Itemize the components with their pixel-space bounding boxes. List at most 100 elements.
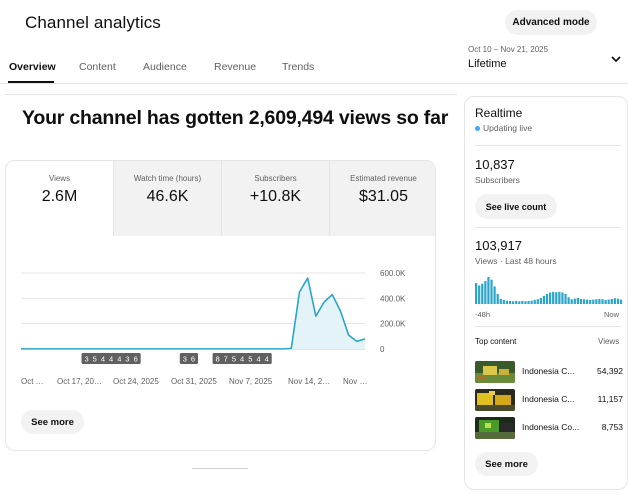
chevron-down-icon[interactable] (609, 52, 623, 66)
realtime-bar (521, 300, 524, 304)
realtime-subscribers-value: 10,837 (475, 157, 515, 172)
chart-x-tick-label: Oct 31, 2025 (171, 377, 217, 386)
see-live-count-button[interactable]: See live count (475, 194, 557, 219)
metric-tab-subscribers[interactable]: Subscribers +10.8K (222, 161, 330, 236)
upload-marker-count: 6 (191, 355, 195, 364)
realtime-bar (592, 299, 595, 304)
overview-panel (5, 94, 457, 450)
upload-marker-count: 5 (232, 355, 236, 364)
realtime-bar (586, 299, 589, 304)
page-title: Channel analytics (25, 13, 161, 32)
top-content-title: Top content (475, 337, 517, 346)
realtime-bar (493, 286, 496, 304)
metric-tab-revenue[interactable]: Estimated revenue $31.05 (330, 161, 435, 236)
video-thumbnail (475, 389, 515, 411)
metric-value: $31.05 (359, 188, 408, 205)
divider (475, 145, 621, 146)
top-content-views-header: Views (598, 337, 620, 346)
see-more-button[interactable]: See more (21, 410, 84, 434)
advanced-mode-button[interactable]: Advanced mode (505, 10, 597, 35)
tab-audience[interactable]: Audience (143, 61, 187, 73)
upload-marker-count: 5 (248, 355, 252, 364)
tab-content[interactable]: Content (79, 61, 116, 73)
realtime-bar (484, 281, 487, 304)
realtime-bar (613, 298, 616, 304)
chart-y-tick-label: 0 (380, 345, 385, 354)
upload-marker (179, 353, 190, 364)
realtime-bar (536, 299, 539, 304)
realtime-bar (558, 291, 561, 304)
realtime-bar (542, 295, 546, 304)
upload-marker-count: 4 (101, 355, 105, 364)
realtime-bar (545, 293, 549, 304)
upload-marker (212, 353, 223, 364)
top-content-title-text: Indonesia C... (522, 394, 575, 404)
realtime-bar (490, 279, 493, 304)
realtime-bar (607, 299, 610, 304)
divider (475, 227, 621, 228)
metric-value: 46.6K (146, 188, 189, 205)
realtime-bar (481, 283, 484, 304)
metric-divider (114, 235, 435, 236)
top-content-views: 8,753 (601, 422, 623, 432)
realtime-bar (487, 277, 490, 304)
tab-trends[interactable]: Trends (282, 61, 315, 73)
upload-marker-count: 4 (109, 355, 113, 364)
upload-marker (188, 353, 198, 364)
realtime-bar (555, 292, 558, 304)
realtime-bar (524, 301, 527, 304)
realtime-bar (515, 300, 518, 304)
realtime-bar (589, 299, 592, 304)
realtime-bar (496, 293, 499, 304)
upload-marker-count: 4 (265, 355, 269, 364)
top-content-item[interactable]: Indonesia C... 54,392 (475, 361, 623, 383)
upload-marker (122, 353, 133, 364)
realtime-views-label: Views · Last 48 hours (475, 256, 557, 266)
metric-tab-views[interactable]: Views 2.6M (6, 161, 114, 236)
views-headline: Your channel has gotten 2,609,494 views … (22, 107, 449, 129)
upload-marker-count: 5 (93, 355, 97, 364)
chart-x-tick-label: Nov … (343, 377, 367, 386)
chart-x-tick-label: Oct 17, 20… (57, 377, 102, 386)
chart-x-tick-label: Oct … (21, 377, 44, 386)
realtime-bar (567, 297, 570, 304)
upload-marker (97, 353, 108, 364)
metric-label: Estimated revenue (350, 174, 417, 183)
realtime-bar (512, 301, 515, 304)
realtime-bar (527, 300, 530, 304)
top-content-item[interactable]: Indonesia Co... 8,753 (475, 417, 623, 439)
realtime-bar (579, 298, 583, 304)
upload-marker-count: 3 (125, 355, 129, 364)
upload-marker-count: 6 (134, 355, 138, 364)
upload-marker (89, 353, 100, 364)
realtime-bar (576, 297, 579, 304)
upload-marker (114, 353, 125, 364)
video-thumbnail (475, 361, 515, 383)
upload-marker (253, 353, 264, 364)
realtime-bar (595, 299, 598, 304)
top-content-item[interactable]: Indonesia C... 11,157 (475, 389, 623, 411)
tab-overview[interactable]: Overview (9, 61, 56, 73)
tab-revenue[interactable]: Revenue (214, 61, 257, 73)
upload-marker (106, 353, 117, 364)
divider (475, 326, 621, 327)
realtime-see-more-button[interactable]: See more (475, 452, 538, 476)
realtime-bar (475, 283, 478, 304)
realtime-bar (564, 293, 567, 304)
realtime-bar (533, 299, 536, 304)
date-range-text: Oct 10 – Nov 21, 2025 (468, 45, 549, 54)
chart-x-tick-label: Nov 7, 2025 (229, 377, 273, 386)
upload-marker-count: 4 (240, 355, 244, 364)
upload-marker (228, 353, 239, 364)
realtime-bar (570, 299, 573, 304)
realtime-bar-chart (475, 277, 623, 304)
metric-label: Subscribers (254, 174, 297, 183)
chart-y-tick-label: 400.0K (380, 294, 406, 303)
realtime-status: Updating live (475, 123, 532, 133)
video-thumbnail (475, 417, 515, 439)
active-tab-indicator (8, 81, 54, 83)
header-divider (0, 83, 628, 84)
metric-tab-watch-time[interactable]: Watch time (hours) 46.6K (114, 161, 222, 236)
realtime-bar (499, 298, 502, 304)
top-content-views: 11,157 (597, 394, 623, 404)
